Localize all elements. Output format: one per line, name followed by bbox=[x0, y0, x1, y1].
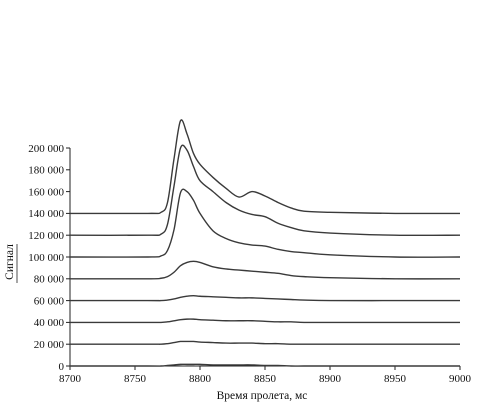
series-line-3 bbox=[70, 318, 460, 324]
y-tick-label: 0 bbox=[59, 361, 65, 373]
y-tick-label: 20 000 bbox=[34, 339, 65, 351]
y-axis-label: Сигнал bbox=[4, 244, 16, 280]
y-tick-label: 100 000 bbox=[28, 252, 64, 264]
y-tick-label: 60 000 bbox=[34, 295, 65, 307]
series-line-5 bbox=[69, 260, 461, 280]
x-ticks: 8700 8750 8800 8850 8900 8950 9000 bbox=[59, 366, 472, 385]
x-tick-label: 8950 bbox=[384, 373, 407, 385]
x-tick-label: 9000 bbox=[449, 373, 472, 385]
y-ticks: 0 20 000 40 000 60 000 80 000 100 000 120 000 1… bbox=[28, 143, 70, 373]
series-line-1 bbox=[70, 363, 460, 367]
series-line-2 bbox=[69, 340, 460, 345]
series-line-7 bbox=[69, 144, 461, 237]
y-tick-label: 180 000 bbox=[28, 165, 64, 177]
x-tick-label: 8900 bbox=[319, 373, 342, 385]
x-tick-label: 8750 bbox=[124, 373, 147, 385]
x-axis-label: Время пролета, мс bbox=[217, 390, 308, 402]
y-tick-label: 140 000 bbox=[28, 208, 64, 220]
y-tick-label: 200 000 bbox=[28, 143, 64, 155]
series-line-6 bbox=[69, 188, 461, 258]
series-line-4 bbox=[69, 294, 460, 302]
y-tick-label: 80 000 bbox=[34, 274, 65, 286]
series-traces bbox=[69, 119, 461, 367]
y-tick-label: 120 000 bbox=[28, 230, 64, 242]
x-tick-label: 8800 bbox=[189, 373, 212, 385]
series-line-8 bbox=[69, 119, 461, 215]
y-tick-label: 40 000 bbox=[34, 317, 65, 329]
x-tick-label: 8700 bbox=[59, 373, 82, 385]
y-tick-label: 160 000 bbox=[28, 186, 64, 198]
x-tick-label: 8850 bbox=[254, 373, 277, 385]
